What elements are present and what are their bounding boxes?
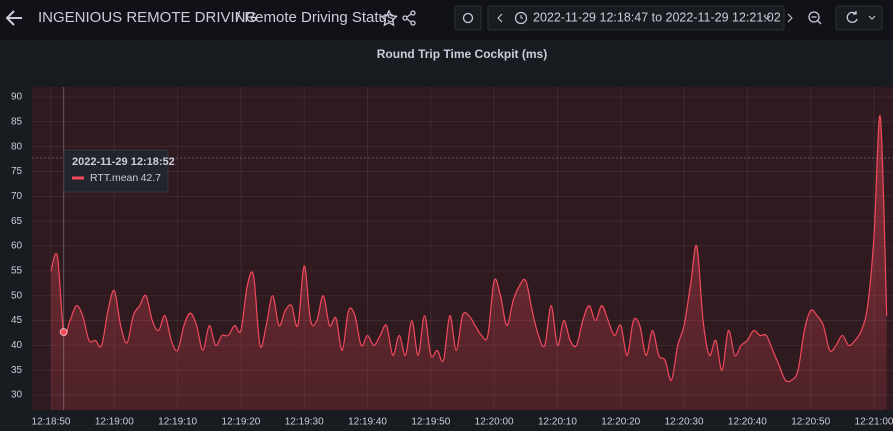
time-picker[interactable] bbox=[487, 5, 785, 31]
x-tick-label: 12:19:40 bbox=[348, 417, 387, 428]
tooltip-series: RTT.mean bbox=[90, 172, 138, 184]
x-tick-label: 12:20:00 bbox=[475, 417, 514, 428]
x-tick-label: 12:18:50 bbox=[32, 417, 71, 428]
dropdown-icon bbox=[763, 15, 771, 20]
series-area bbox=[50, 115, 887, 410]
x-tick-label: 12:20:10 bbox=[538, 417, 577, 428]
y-tick-label: 50 bbox=[11, 290, 23, 301]
chart-title: Round Trip Time Cockpit (ms) bbox=[377, 47, 547, 61]
tooltip-value: 42.7 bbox=[141, 172, 162, 184]
x-tick-label: 12:19:10 bbox=[158, 417, 197, 428]
breadcrumb[interactable]: INGENIOUS REMOTE DRIVING bbox=[38, 9, 257, 26]
settings-button[interactable] bbox=[454, 5, 482, 31]
page-title: / Remote Driving Status bbox=[236, 9, 394, 26]
back-button[interactable] bbox=[5, 10, 22, 26]
y-tick-label: 85 bbox=[11, 116, 23, 127]
x-tick-label: 12:19:00 bbox=[95, 417, 134, 428]
y-tick-label: 35 bbox=[11, 365, 23, 376]
y-tick-label: 30 bbox=[11, 390, 23, 401]
x-tick-label: 12:21:00 bbox=[855, 417, 893, 428]
x-tick-label: 12:19:20 bbox=[221, 417, 260, 428]
refresh-icon bbox=[846, 11, 858, 23]
tooltip bbox=[63, 149, 169, 193]
x-tick-label: 12:20:20 bbox=[601, 417, 640, 428]
y-tick-label: 60 bbox=[11, 241, 23, 252]
y-tick-label: 70 bbox=[11, 191, 23, 202]
x-tick-label: 12:19:50 bbox=[411, 417, 450, 428]
x-tick-label: 12:20:30 bbox=[665, 417, 704, 428]
refresh-dropdown bbox=[868, 15, 876, 20]
y-tick-label: 45 bbox=[11, 315, 23, 326]
x-tick-label: 12:20:40 bbox=[728, 417, 767, 428]
gear-icon bbox=[462, 12, 474, 24]
share-icon[interactable] bbox=[402, 10, 416, 26]
clock-hands bbox=[520, 15, 523, 19]
y-tick-label: 80 bbox=[11, 141, 23, 152]
y-tick-label: 65 bbox=[11, 216, 23, 227]
y-tick-label: 55 bbox=[11, 266, 23, 277]
prev-icon[interactable] bbox=[497, 13, 503, 23]
next-icon[interactable] bbox=[787, 13, 793, 23]
zoom-out[interactable] bbox=[808, 11, 822, 25]
y-tick-label: 75 bbox=[11, 166, 23, 177]
clock-icon bbox=[514, 11, 528, 25]
x-tick-label: 12:20:50 bbox=[791, 417, 830, 428]
tooltip-time: 2022-11-29 12:18:52 bbox=[72, 156, 175, 168]
hover-point bbox=[59, 327, 68, 336]
y-tick-label: 90 bbox=[11, 92, 23, 103]
x-tick-label: 12:19:30 bbox=[285, 417, 324, 428]
y-tick-label: 40 bbox=[11, 340, 23, 351]
time-range[interactable]: 2022-11-29 12:18:47 to 2022-11-29 12:21:… bbox=[533, 10, 781, 24]
star-icon[interactable] bbox=[380, 9, 398, 27]
refresh-button[interactable] bbox=[835, 5, 883, 31]
series-line bbox=[50, 115, 888, 383]
